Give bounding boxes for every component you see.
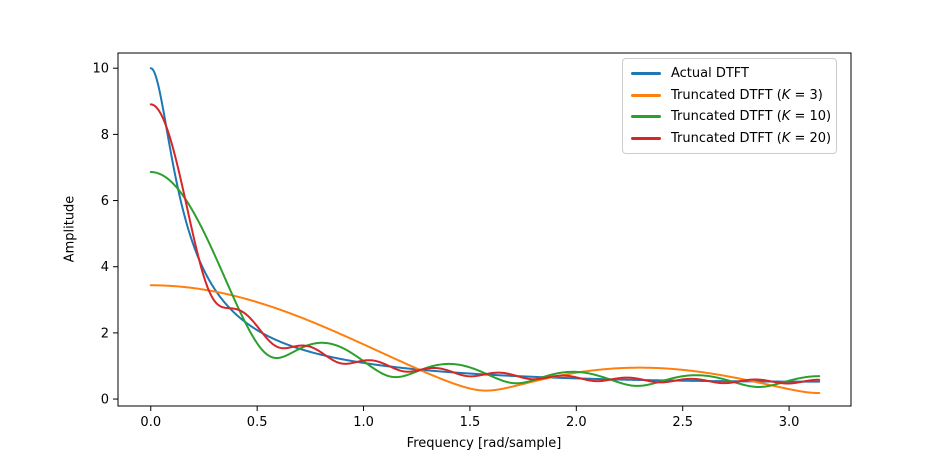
- y-tick-label: 4: [101, 260, 109, 275]
- x-tick-label: 1.0: [353, 415, 374, 430]
- legend-line-sample: [631, 115, 661, 119]
- legend-line-sample: [631, 137, 661, 141]
- series-line-k3: [149, 284, 821, 395]
- y-tick-label: 8: [101, 128, 109, 143]
- y-tick-label: 2: [101, 326, 109, 341]
- y-tick-label: 10: [92, 62, 109, 77]
- axes-frame: [117, 52, 852, 407]
- y-tick-label: 0: [101, 393, 109, 408]
- legend-item-label: Truncated DTFT (K = 20): [671, 131, 832, 147]
- x-tick-label: 1.5: [460, 415, 481, 430]
- x-tick-label: 2.0: [566, 415, 587, 430]
- x-tick-label: 2.5: [672, 415, 693, 430]
- legend-item: Truncated DTFT (K = 10): [631, 106, 832, 127]
- legend: Actual DTFT Truncated DTFT (K = 3) Truncat…: [622, 58, 837, 154]
- legend-item: Truncated DTFT (K = 3): [631, 85, 828, 106]
- legend-item: Truncated DTFT (K = 20): [631, 128, 832, 149]
- legend-item-label: Truncated DTFT (K = 10): [671, 109, 832, 125]
- series-line-k10: [149, 171, 821, 388]
- series-line-k20: [149, 103, 821, 385]
- x-tick-label: 0.0: [140, 415, 161, 430]
- legend-line-sample: [631, 71, 661, 75]
- legend-item-label: Actual DTFT: [671, 65, 749, 81]
- x-tick-label: 3.0: [779, 415, 800, 430]
- legend-item: Actual DTFT: [631, 63, 828, 84]
- x-axis-label: Frequency [rad/sample]: [406, 436, 562, 451]
- y-tick-label: 6: [101, 194, 109, 209]
- x-tick-label: 0.5: [247, 415, 268, 430]
- legend-line-sample: [631, 93, 661, 97]
- y-axis-label: Amplitude: [62, 195, 78, 263]
- legend-item-label: Truncated DTFT (K = 3): [671, 87, 823, 103]
